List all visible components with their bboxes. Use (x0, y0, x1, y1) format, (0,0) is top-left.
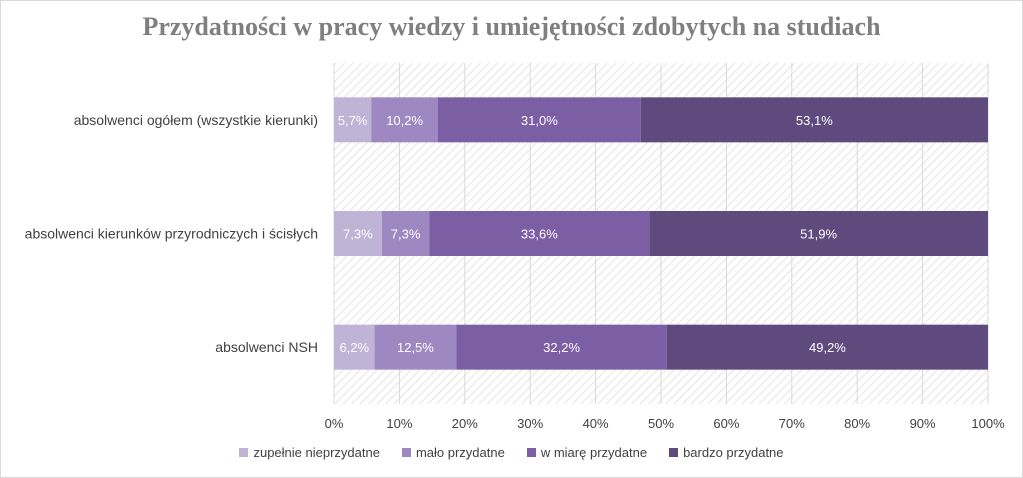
category-label: absolwenci NSH (215, 339, 318, 355)
x-tick-label: 20% (452, 416, 478, 431)
data-label: 53,1% (796, 113, 833, 128)
data-label: 5,7% (338, 113, 368, 128)
data-label: 12,5% (397, 340, 434, 355)
bar-segment (666, 324, 988, 370)
x-tick-label: 70% (779, 416, 805, 431)
data-label: 31,0% (521, 113, 558, 128)
bar-segment (381, 211, 430, 256)
x-tick-label: 80% (844, 416, 870, 431)
x-tick-label: 10% (386, 416, 412, 431)
legend-label: bardzo przydatne (683, 445, 784, 460)
chart-title: Przydatności w pracy wiedzy i umiejętnoś… (142, 12, 881, 41)
x-tick-label: 40% (583, 416, 609, 431)
legend-label: w miarę przydatne (540, 445, 648, 460)
x-tick-label: 90% (910, 416, 936, 431)
x-tick-label: 0% (325, 416, 344, 431)
bar-segment (334, 97, 372, 143)
category-label: absolwenci kierunków przyrodniczych i śc… (25, 226, 318, 242)
bar-segment (640, 97, 988, 143)
data-label: 10,2% (386, 113, 423, 128)
legend-item: zupełnie nieprzydatne (239, 445, 380, 460)
data-label: 32,2% (543, 340, 580, 355)
data-label: 6,2% (339, 340, 369, 355)
bar-segment (334, 211, 382, 256)
x-tick-label: 100% (971, 416, 1005, 431)
data-label: 51,9% (800, 227, 837, 242)
bar-segment (334, 324, 375, 370)
bar-segment (429, 211, 650, 256)
bar-segment (437, 97, 641, 143)
data-label: 7,3% (343, 227, 373, 242)
bar-segment (371, 97, 438, 143)
legend-item: mało przydatne (401, 445, 505, 460)
x-tick-label: 30% (517, 416, 543, 431)
category-label: absolwenci ogółem (wszystkie kierunki) (74, 112, 318, 128)
legend-swatch (401, 448, 411, 457)
legend-swatch (239, 448, 249, 457)
x-tick-label: 60% (713, 416, 739, 431)
legend-label: mało przydatne (415, 445, 505, 460)
data-label: 33,6% (521, 227, 558, 242)
legend-label: zupełnie nieprzydatne (253, 445, 380, 460)
legend-swatch (526, 448, 536, 457)
x-tick-label: 50% (648, 416, 674, 431)
data-label: 49,2% (809, 340, 846, 355)
legend-item: w miarę przydatne (526, 445, 648, 460)
data-label: 7,3% (391, 227, 421, 242)
legend: zupełnie nieprzydatne mało przydatne w mia… (0, 445, 1023, 460)
legend-swatch (669, 448, 679, 457)
bar-segment (649, 211, 988, 256)
bar-segment (374, 324, 457, 370)
legend-item: bardzo przydatne (669, 445, 784, 460)
bar-segment (456, 324, 667, 370)
